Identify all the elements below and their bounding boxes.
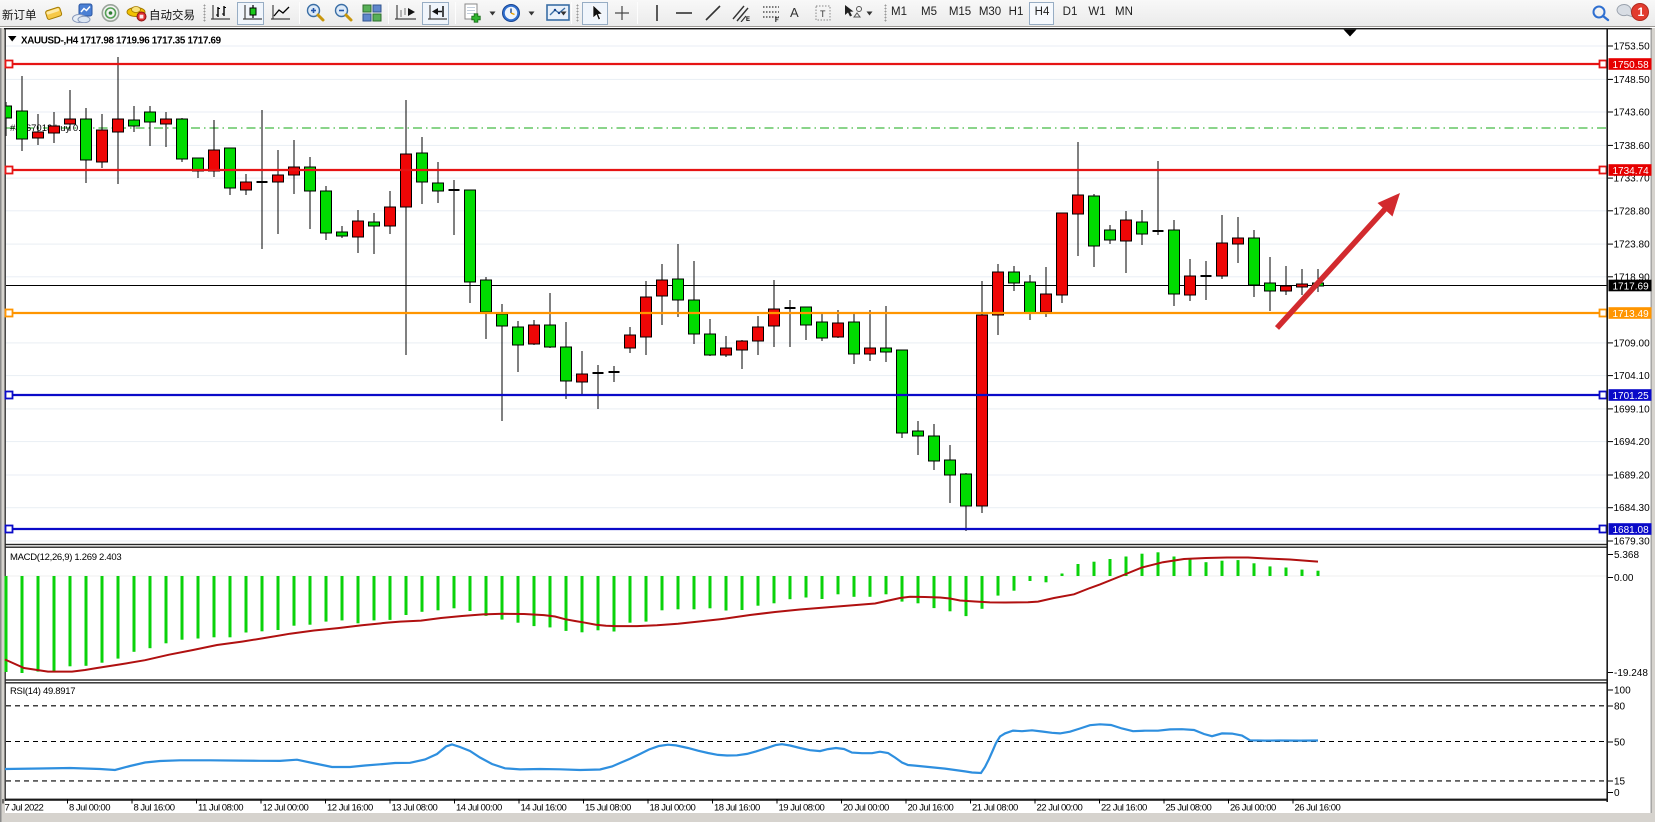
svg-text:1684.30: 1684.30	[1614, 503, 1651, 514]
svg-text:XAUUSD-,H4 1717.98 1719.96 17: XAUUSD-,H4 1717.98 1719.96 1717.35 1717.…	[21, 36, 222, 47]
svg-text:1: 1	[1638, 5, 1645, 19]
svg-text:T: T	[820, 9, 826, 19]
svg-text:8 Jul 00:00: 8 Jul 00:00	[69, 803, 110, 814]
svg-text:100: 100	[1614, 686, 1631, 697]
svg-text:1709.00: 1709.00	[1614, 338, 1651, 349]
svg-text:19 Jul 08:00: 19 Jul 08:00	[779, 803, 825, 814]
svg-text:20 Jul 16:00: 20 Jul 16:00	[908, 803, 954, 814]
svg-text:1738.60: 1738.60	[1614, 141, 1651, 152]
svg-text:25 Jul 08:00: 25 Jul 08:00	[1166, 803, 1212, 814]
svg-text:1723.80: 1723.80	[1614, 240, 1651, 251]
svg-text:1718.90: 1718.90	[1614, 272, 1651, 283]
svg-text:1713.49: 1713.49	[1613, 309, 1650, 320]
svg-text:1734.74: 1734.74	[1613, 166, 1650, 177]
svg-text:50: 50	[1614, 738, 1626, 749]
svg-text:22 Jul 16:00: 22 Jul 16:00	[1101, 803, 1147, 814]
svg-text:18 Jul 00:00: 18 Jul 00:00	[650, 803, 696, 814]
svg-text:13 Jul 08:00: 13 Jul 08:00	[392, 803, 438, 814]
svg-text:1679.30: 1679.30	[1614, 537, 1651, 548]
svg-text:E: E	[746, 17, 750, 22]
svg-text:1681.08: 1681.08	[1613, 525, 1650, 536]
svg-text:1699.10: 1699.10	[1614, 404, 1651, 415]
svg-text:26 Jul 00:00: 26 Jul 00:00	[1230, 803, 1276, 814]
svg-text:8 Jul 16:00: 8 Jul 16:00	[134, 803, 175, 814]
svg-text:7 Jul 2022: 7 Jul 2022	[5, 803, 44, 814]
svg-text:12 Jul 16:00: 12 Jul 16:00	[327, 803, 373, 814]
svg-text:0: 0	[1614, 788, 1620, 799]
svg-text:1717.69: 1717.69	[1613, 281, 1650, 292]
svg-text:15 Jul 08:00: 15 Jul 08:00	[585, 803, 631, 814]
svg-text:26 Jul 16:00: 26 Jul 16:00	[1295, 803, 1341, 814]
svg-text:1733.70: 1733.70	[1614, 174, 1651, 185]
svg-text:0.00: 0.00	[1614, 573, 1634, 584]
svg-text:80: 80	[1614, 702, 1626, 713]
svg-text:MACD(12,26,9) 1.269 2.403: MACD(12,26,9) 1.269 2.403	[10, 552, 121, 563]
svg-text:1704.10: 1704.10	[1614, 371, 1651, 382]
svg-text:1694.20: 1694.20	[1614, 437, 1651, 448]
svg-text:11 Jul 08:00: 11 Jul 08:00	[198, 803, 243, 814]
svg-text:14 Jul 00:00: 14 Jul 00:00	[456, 803, 502, 814]
svg-text:1728.80: 1728.80	[1614, 206, 1651, 217]
svg-text:21 Jul 08:00: 21 Jul 08:00	[972, 803, 1018, 814]
svg-text:F: F	[775, 18, 779, 22]
svg-text:18 Jul 16:00: 18 Jul 16:00	[714, 803, 760, 814]
svg-text:12 Jul 00:00: 12 Jul 00:00	[263, 803, 309, 814]
svg-text:5.368: 5.368	[1614, 550, 1639, 561]
svg-text:14 Jul 16:00: 14 Jul 16:00	[521, 803, 567, 814]
svg-text:20 Jul 00:00: 20 Jul 00:00	[843, 803, 889, 814]
svg-text:RSI(14) 49.8917: RSI(14) 49.8917	[10, 686, 75, 697]
svg-text:1689.20: 1689.20	[1614, 471, 1651, 482]
svg-text:1743.60: 1743.60	[1614, 108, 1651, 119]
svg-text:1701.25: 1701.25	[1613, 391, 1650, 402]
svg-text:1748.50: 1748.50	[1614, 75, 1651, 86]
svg-text:1753.50: 1753.50	[1614, 42, 1651, 53]
svg-text:-19.248: -19.248	[1614, 668, 1648, 679]
svg-text:15: 15	[1614, 777, 1626, 788]
svg-text:1750.58: 1750.58	[1613, 60, 1650, 71]
svg-text:22 Jul 00:00: 22 Jul 00:00	[1037, 803, 1083, 814]
